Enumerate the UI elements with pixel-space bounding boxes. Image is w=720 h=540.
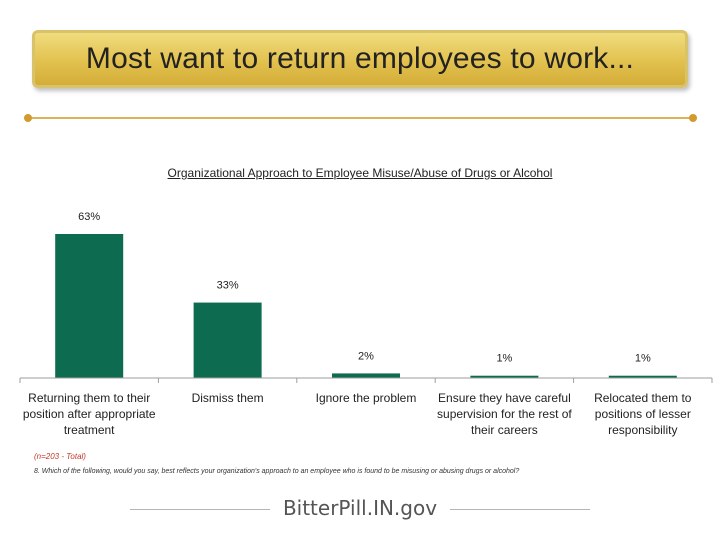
divider-dot-right (689, 114, 697, 122)
logo-rule-left (130, 509, 270, 510)
category-label-5: Relocated them to positions of lesser re… (594, 391, 692, 437)
divider-line (28, 117, 692, 119)
bitterpill-logo: BitterPill.IN.gov (282, 496, 438, 520)
value-label-3: 2% (358, 350, 374, 362)
bar-4 (470, 375, 539, 378)
value-label-1: 63% (78, 211, 100, 223)
bar-5 (608, 375, 677, 378)
title-banner: Most want to return employees to work... (32, 30, 688, 88)
chart-title: Organizational Approach to Employee Misu… (167, 166, 553, 180)
sample-size-note: (n=203 - Total) (34, 452, 86, 461)
question-note: 8. Which of the following, would you say… (34, 468, 520, 475)
category-label-2: Dismiss them (191, 391, 264, 405)
value-label-2: 33% (217, 280, 239, 292)
bar-3 (332, 373, 400, 378)
logo-rule-right (450, 509, 590, 510)
value-label-4: 1% (496, 353, 512, 365)
bar-1 (55, 234, 124, 378)
value-label-5: 1% (635, 353, 651, 365)
bar-2 (193, 302, 262, 378)
page-title: Most want to return employees to work... (85, 42, 635, 75)
category-label-1: Returning them to their position after a… (22, 391, 156, 437)
category-label-3: Ignore the problem (315, 391, 417, 405)
category-label-4: Ensure they have careful supervision for… (437, 391, 572, 437)
divider-dot-left (24, 114, 32, 122)
